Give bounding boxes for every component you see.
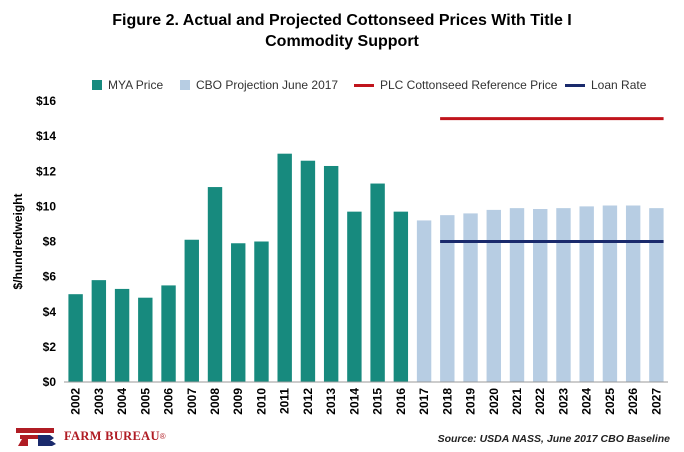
- x-tick-label: 2006: [162, 388, 176, 415]
- bar-cbo: [602, 205, 618, 382]
- legend-item-cbo: CBO Projection June 2017: [180, 78, 338, 92]
- legend-item-plc: PLC Cottonseed Reference Price: [354, 78, 557, 92]
- x-tick-label: 2023: [556, 388, 570, 415]
- x-tick-label: 2019: [464, 388, 478, 415]
- chart-title-line1: Figure 2. Actual and Projected Cottonsee…: [112, 12, 572, 29]
- x-tick-label: 2025: [603, 388, 617, 415]
- bar-cbo: [509, 208, 525, 382]
- bar-mya: [254, 241, 269, 382]
- bar-mya: [370, 183, 385, 382]
- legend-swatch-mya: [92, 80, 102, 90]
- y-tick-label: $6: [43, 270, 57, 284]
- legend-item-mya: MYA Price: [92, 78, 163, 92]
- y-tick-label: $2: [43, 340, 57, 354]
- bar-mya: [393, 211, 409, 382]
- y-tick-label: $12: [36, 164, 56, 178]
- bar-cbo: [579, 206, 594, 382]
- bar-cbo: [649, 208, 664, 382]
- x-tick-label: 2008: [208, 388, 222, 415]
- y-tick-label: $16: [36, 94, 56, 108]
- x-tick-label: 2014: [347, 388, 361, 415]
- bar-mya: [347, 211, 362, 382]
- bar-mya: [231, 243, 246, 382]
- bar-mya: [300, 160, 316, 382]
- legend-label-loan: Loan Rate: [591, 78, 647, 92]
- x-tick-label: 2013: [324, 388, 338, 415]
- bar-mya: [91, 280, 107, 382]
- bar-cbo: [486, 209, 501, 382]
- x-tick-label: 2002: [69, 388, 83, 415]
- x-tick-label: 2012: [301, 388, 315, 415]
- source-note: Source: USDA NASS, June 2017 CBO Baselin…: [437, 433, 670, 445]
- legend-label-mya: MYA Price: [108, 78, 164, 92]
- y-tick-label: $4: [43, 305, 57, 319]
- x-tick-label: 2016: [394, 388, 408, 415]
- logo-text: FARM BUREAU: [64, 428, 160, 443]
- y-tick-label: $8: [43, 235, 57, 249]
- legend-swatch-loan: [565, 83, 585, 87]
- legend-label-cbo: CBO Projection June 2017: [196, 78, 339, 92]
- x-tick-label: 2004: [115, 388, 129, 415]
- legend-item-loan: Loan Rate: [565, 78, 646, 92]
- logo-registered-mark: ®: [159, 431, 166, 441]
- x-tick-label: 2021: [510, 388, 524, 415]
- legend-swatch-plc: [354, 83, 374, 87]
- bar-cbo: [416, 220, 432, 382]
- x-tick-label: 2024: [580, 388, 594, 415]
- bar-mya: [184, 239, 199, 382]
- x-tick-label: 2007: [185, 388, 199, 415]
- bar-cbo: [556, 208, 571, 382]
- bar-cbo: [625, 205, 641, 382]
- bar-mya: [138, 297, 153, 382]
- y-axis-label: $/hundredweight: [11, 193, 25, 289]
- x-tick-label: 2020: [487, 388, 501, 415]
- bar-cbo: [463, 213, 478, 382]
- y-tick-label: $10: [36, 199, 56, 213]
- x-tick-label: 2003: [92, 388, 106, 415]
- y-tick-label: $0: [43, 375, 57, 389]
- x-tick-label: 2026: [626, 388, 640, 415]
- bar-mya: [68, 294, 83, 382]
- x-tick-label: 2005: [138, 388, 152, 415]
- legend-swatch-cbo: [180, 80, 190, 90]
- farm-bureau-logo: FARM BUREAU ®: [14, 425, 166, 447]
- bar-cbo: [533, 209, 548, 382]
- legend-label-plc: PLC Cottonseed Reference Price: [380, 78, 558, 92]
- x-tick-label: 2018: [440, 388, 454, 415]
- y-tick-label: $14: [36, 129, 56, 143]
- bar-mya: [207, 187, 223, 382]
- bar-cbo: [440, 215, 455, 382]
- bar-mya: [277, 153, 292, 382]
- chart-title-line2: Commodity Support: [265, 33, 419, 50]
- bar-mya: [161, 285, 176, 382]
- x-tick-label: 2010: [254, 388, 268, 415]
- x-tick-label: 2009: [231, 388, 245, 415]
- fb-logo-icon: [16, 428, 56, 446]
- x-tick-label: 2022: [533, 388, 547, 415]
- x-tick-label: 2017: [417, 388, 431, 415]
- x-tick-label: 2027: [649, 388, 663, 415]
- bar-mya: [114, 288, 130, 382]
- bar-mya: [323, 165, 339, 382]
- chart-title: Figure 2. Actual and Projected Cottonsee…: [0, 10, 684, 52]
- x-tick-label: 2015: [371, 388, 385, 415]
- x-tick-label: 2011: [278, 388, 292, 414]
